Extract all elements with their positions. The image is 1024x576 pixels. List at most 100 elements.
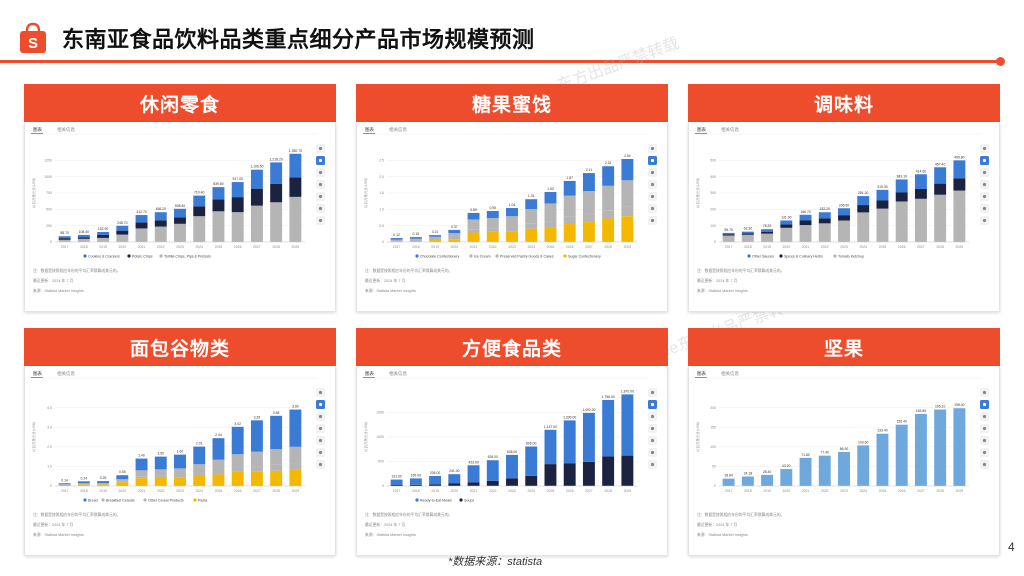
bar-segment: [116, 225, 129, 231]
bar-chart-icon-glyph: [318, 402, 323, 407]
legend-entry[interactable]: Pasta: [198, 498, 207, 502]
legend-swatch: [127, 254, 131, 258]
tab-chart[interactable]: 图表: [697, 370, 706, 377]
footnote: 最近更新：2024 年 7 月: [365, 278, 406, 283]
y-tick-label: 200: [710, 208, 716, 212]
legend-entry[interactable]: Preserved Pastry Goods & Cakes: [500, 254, 554, 258]
footnote: 来源：Statista Market Insights: [697, 288, 748, 293]
tab-related-info[interactable]: 相关信息: [389, 126, 407, 133]
x-tick-label: 2021: [138, 489, 146, 493]
legend-entry[interactable]: Potato Chips: [132, 254, 153, 258]
tab-chart[interactable]: 图表: [365, 370, 374, 377]
legend-swatch: [415, 254, 419, 258]
bar-segment: [741, 231, 754, 234]
bar-segment: [486, 480, 499, 486]
legend-entry[interactable]: Sugar Confectionery: [568, 254, 601, 258]
y-tick-label: 400: [710, 175, 716, 179]
bar-segment: [289, 409, 302, 447]
legend-entry[interactable]: Bread: [88, 498, 98, 502]
bar-segment: [780, 227, 793, 242]
bar-segment: [563, 195, 576, 217]
tab-related-info[interactable]: 相关信息: [389, 370, 407, 377]
pin-icon-glyph: [650, 146, 655, 151]
legend-swatch: [415, 498, 419, 502]
info-icon-glyph: [318, 462, 323, 467]
data-label: 0.55: [119, 470, 126, 474]
tab-related-info[interactable]: 相关信息: [57, 370, 75, 377]
pin-icon-glyph: [982, 146, 987, 151]
tab-chart[interactable]: 图表: [365, 126, 374, 133]
legend-entry[interactable]: Other Cereal Products: [148, 498, 184, 502]
legend-swatch: [747, 254, 751, 258]
share-icon-glyph: [318, 206, 323, 211]
tab-related-info[interactable]: 相关信息: [57, 126, 75, 133]
data-label: 2.01: [196, 442, 203, 446]
legend-entry[interactable]: Soups: [464, 498, 474, 502]
y-axis-label: 以百万美元计(US$): [363, 178, 368, 208]
legend-entry[interactable]: Breakfast Cereals: [106, 498, 135, 502]
data-label: 131.90: [781, 215, 791, 219]
y-tick-label: 3.0: [47, 425, 52, 429]
tab-related-info[interactable]: 相关信息: [721, 370, 739, 377]
bar-segment: [506, 208, 518, 217]
data-label: 248.70: [117, 221, 127, 225]
x-tick-label: 2025: [879, 489, 887, 493]
bar-segment: [390, 238, 403, 240]
data-label: 508.40: [175, 204, 185, 208]
chart-card-body: 图表 相关信息 以百万美元计(US$) 0 50 100 150 200 18.84 2017 24…: [688, 366, 1000, 556]
bar-segment: [174, 223, 186, 242]
bar-segment: [486, 218, 499, 229]
bar-segment: [602, 218, 615, 242]
bar-segment: [818, 218, 831, 224]
tab-chart[interactable]: 图表: [33, 126, 42, 133]
legend-entry[interactable]: Chocolate Confectionery: [420, 254, 460, 258]
data-label: 319.30: [877, 185, 887, 189]
legend-swatch: [459, 498, 463, 502]
x-tick-label: 2023: [840, 245, 848, 249]
legend-entry[interactable]: Ready-to-Eat Meals: [420, 498, 452, 502]
bar-segment: [467, 229, 480, 233]
data-label: 0.95: [489, 206, 496, 210]
tab-related-info[interactable]: 相关信息: [721, 126, 739, 133]
legend-entry[interactable]: Tortilla Chips, Pips & Pretzels: [164, 254, 211, 258]
bar-segment: [58, 238, 71, 240]
legend-entry[interactable]: Other Sauces: [752, 254, 774, 258]
data-label: 131.00: [391, 475, 401, 479]
bar-segment: [486, 231, 499, 242]
data-label: 24.18: [744, 472, 753, 476]
y-axis-label: 以百万美元计(US$): [695, 422, 700, 452]
data-label: 86.90: [840, 447, 849, 451]
bar-segment: [857, 205, 870, 213]
footnote: 来源：Statista Market Insights: [365, 532, 416, 537]
bar-segment: [448, 483, 461, 486]
y-tick-label: 0: [714, 484, 716, 488]
x-tick-label: 2017: [61, 489, 69, 493]
fullscreen-icon-glyph: [982, 438, 987, 443]
chart-card-body: 图表 相关信息 以百万美元计(US$) 0 1.0 2.0 3.0 4.0 0.14 2017 0.…: [24, 366, 336, 556]
x-tick-label: 2024: [527, 489, 535, 493]
x-tick-label: 2020: [119, 489, 127, 493]
bar-segment: [97, 232, 110, 235]
bar-segment: [838, 451, 850, 486]
y-tick-label: 750: [46, 191, 52, 195]
tab-chart[interactable]: 图表: [33, 370, 42, 377]
x-tick-label: 2021: [802, 245, 810, 249]
bar-segment: [135, 478, 148, 486]
bar-segment: [602, 185, 615, 211]
bar-chart-icon-glyph: [318, 158, 323, 163]
legend-entry[interactable]: Spices & Culinary Herbs: [784, 254, 823, 258]
chart-toolbar: [648, 388, 657, 469]
bar-segment: [174, 468, 186, 476]
data-label: 43.20: [782, 464, 791, 468]
chart-card-body: 图表 相关信息 以百万美元计(US$) 0 0.5 1.0 1.5 2.0 2.5 0.12 201…: [356, 122, 668, 312]
bar-segment: [876, 208, 889, 242]
x-tick-label: 2018: [412, 489, 420, 493]
legend-entry[interactable]: Ice Cream: [474, 254, 491, 258]
legend-entry[interactable]: Tomato Ketchup: [838, 254, 864, 258]
legend-entry[interactable]: Cookies & Crackers: [88, 254, 120, 258]
bar-segment: [486, 210, 499, 219]
data-label: 18.84: [724, 474, 733, 478]
bar-segment: [154, 212, 167, 221]
tab-chart[interactable]: 图表: [697, 126, 706, 133]
